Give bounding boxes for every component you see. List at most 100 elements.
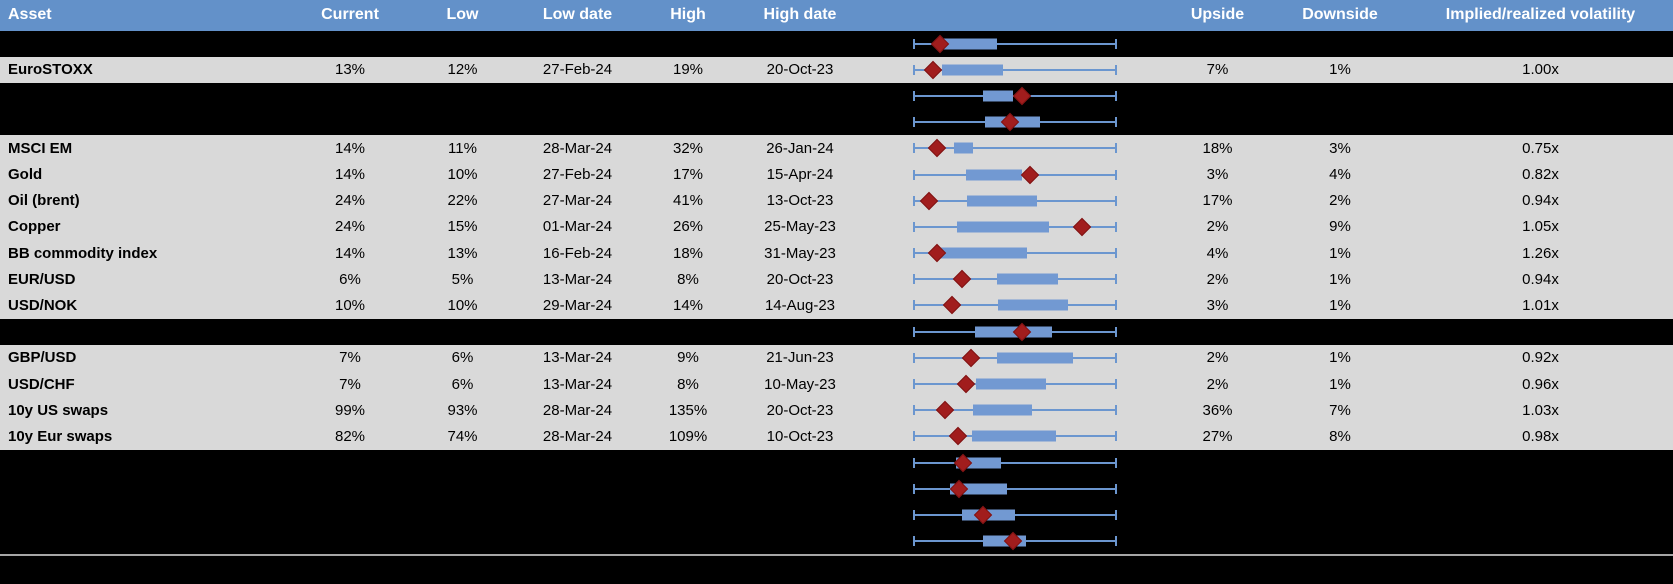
low-value — [415, 109, 510, 135]
high-date — [731, 83, 869, 109]
table-row — [0, 109, 1673, 136]
downside-value: 8% — [1329, 427, 1351, 445]
high-date: 20-Oct-23 — [766, 401, 834, 419]
whisker-cap-left-icon — [913, 536, 915, 547]
asset-name: EuroSTOXX — [8, 61, 93, 79]
downside-value — [1272, 109, 1408, 135]
high-date: 13-Oct-23 — [766, 192, 834, 210]
table-row: EuroSTOXX 13% 12% 27-Feb-24 19% 20-Oct-2… — [0, 56, 1673, 83]
asset-name: Copper — [8, 218, 61, 236]
whisker-line — [913, 42, 1117, 45]
whisker-cap-right-icon — [1115, 431, 1117, 442]
upside-value: 3% — [1206, 296, 1229, 314]
high-value — [645, 528, 731, 554]
low-date — [510, 476, 645, 502]
high-date: 25-May-23 — [764, 218, 836, 236]
current-value — [285, 528, 415, 554]
downside-value: 7% — [1329, 401, 1351, 419]
table-row: GBP/USD 7% 6% 13-Mar-24 9% 21-Jun-23 2% … — [0, 344, 1673, 371]
range-boxplot-cell — [869, 266, 1163, 292]
range-boxplot — [913, 423, 1117, 449]
whisker-cap-right-icon — [1115, 38, 1117, 49]
header-range-plot — [869, 0, 1163, 31]
range-boxplot — [913, 292, 1117, 318]
range-boxplot-cell — [869, 423, 1163, 449]
low-value: 22% — [447, 192, 478, 210]
low-value — [415, 528, 510, 554]
range-boxplot-cell — [869, 83, 1163, 109]
current-value: 6% — [339, 270, 361, 288]
low-value: 11% — [448, 139, 477, 157]
range-boxplot-cell — [869, 345, 1163, 371]
footer-divider-line — [0, 554, 1673, 557]
implied-realized-vol-value — [1408, 476, 1673, 502]
low-value: 12% — [447, 61, 478, 79]
current-value: 99% — [334, 401, 366, 419]
current-marker-diamond-icon — [923, 60, 942, 79]
range-boxplot-cell — [869, 292, 1163, 318]
range-boxplot — [913, 161, 1117, 187]
current-marker-diamond-icon — [1020, 165, 1040, 184]
upside-value: 4% — [1206, 244, 1229, 262]
current-marker-diamond-icon — [952, 270, 972, 289]
whisker-cap-left-icon — [913, 509, 915, 520]
current-value: 13% — [334, 61, 366, 79]
high-date: 14-Aug-23 — [764, 296, 836, 314]
implied-realized-vol-value: 0.75x — [1522, 139, 1559, 157]
high-value: 109% — [668, 427, 708, 445]
low-date — [510, 502, 645, 528]
current-value: 14% — [334, 244, 366, 262]
range-boxplot — [913, 109, 1117, 135]
upside-value — [1163, 31, 1272, 57]
whisker-cap-left-icon — [913, 457, 915, 468]
implied-realized-vol-value — [1408, 109, 1673, 135]
upside-value: 7% — [1206, 61, 1229, 79]
range-boxplot — [913, 450, 1117, 476]
table-row — [0, 528, 1673, 555]
table-row — [0, 318, 1673, 345]
high-date — [731, 109, 869, 135]
implied-realized-vol-value — [1408, 319, 1673, 345]
range-boxplot — [913, 188, 1117, 214]
downside-value: 1% — [1329, 61, 1351, 79]
table-row — [0, 30, 1673, 57]
asset-name: Gold — [8, 166, 43, 184]
asset-name — [0, 502, 285, 528]
header-downside: Downside — [1302, 6, 1378, 24]
high-value: 14% — [672, 296, 704, 314]
asset-name: MSCI EM — [8, 139, 73, 157]
range-boxplot — [913, 397, 1117, 423]
current-value — [285, 319, 415, 345]
current-value — [285, 450, 415, 476]
current-value: 10% — [334, 296, 366, 314]
range-boxplot-cell — [869, 319, 1163, 345]
high-value: 18% — [672, 244, 704, 262]
range-boxplot — [913, 57, 1117, 83]
upside-value: 18% — [1202, 139, 1233, 157]
upside-value: 3% — [1206, 166, 1229, 184]
current-value: 14% — [334, 166, 366, 184]
low-date — [510, 31, 645, 57]
whisker-cap-left-icon — [913, 38, 915, 49]
range-boxplot-cell — [869, 31, 1163, 57]
range-boxplot-cell — [869, 450, 1163, 476]
range-boxplot — [913, 135, 1117, 161]
interquartile-box — [971, 430, 1056, 442]
high-value — [645, 83, 731, 109]
low-date: 28-Mar-24 — [542, 427, 613, 445]
low-value — [415, 83, 510, 109]
high-value — [645, 502, 731, 528]
asset-name: BB commodity index — [8, 244, 158, 262]
downside-value — [1272, 450, 1408, 476]
upside-value: 2% — [1206, 270, 1229, 288]
current-value — [285, 502, 415, 528]
high-value: 9% — [677, 349, 699, 367]
implied-realized-vol-value: 0.82x — [1522, 166, 1559, 184]
current-marker-diamond-icon — [919, 191, 939, 210]
table-row: BB commodity index 14% 13% 16-Feb-24 18%… — [0, 240, 1673, 267]
low-value: 6% — [451, 349, 474, 367]
low-value — [415, 450, 510, 476]
upside-value — [1163, 476, 1272, 502]
whisker-cap-right-icon — [1115, 274, 1117, 285]
implied-realized-vol-value: 0.98x — [1522, 427, 1559, 445]
